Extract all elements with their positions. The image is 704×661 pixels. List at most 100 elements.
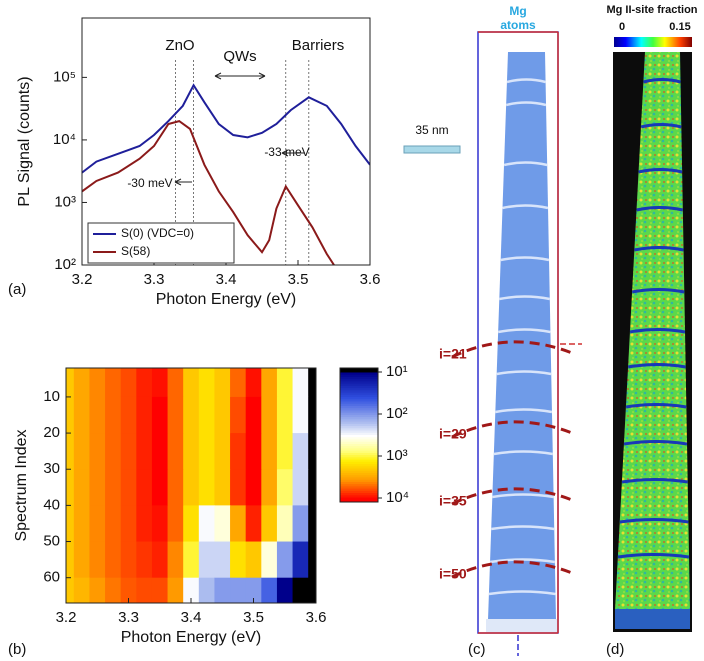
colorbar-step <box>340 435 378 438</box>
legend-label: S(0) (VDC=0) <box>121 226 194 240</box>
heatmap-cell <box>183 577 200 603</box>
colorbar-step <box>340 486 378 490</box>
heatmap-cell <box>73 505 90 543</box>
x-tick-label: 3.3 <box>144 271 165 288</box>
heatmap-cell <box>105 368 122 398</box>
colorbar-step <box>340 397 378 400</box>
heatmap-cell <box>276 396 294 434</box>
layer-band <box>499 295 550 301</box>
heatmap-cell <box>308 469 316 506</box>
heatmap-cell <box>89 469 106 506</box>
colorbar-step <box>340 493 378 496</box>
heatmap-cell <box>151 577 169 603</box>
heatmap-cell <box>261 469 278 506</box>
colorbar-step <box>340 419 378 423</box>
heatmap-cell <box>73 368 90 398</box>
layer-label: i=29 <box>439 426 467 442</box>
scale-bar <box>403 145 461 154</box>
heatmap-cell <box>245 396 262 434</box>
heatmap-cell <box>73 541 90 579</box>
layer-band <box>495 408 553 414</box>
heatmap-cell <box>167 577 184 603</box>
panel-label: (b) <box>8 641 26 658</box>
heatmap-cell <box>66 433 75 470</box>
layer-band <box>638 168 683 174</box>
heatmap-cell <box>120 368 137 398</box>
layer-band <box>505 101 547 107</box>
heatmap-cell <box>89 396 106 434</box>
colorbar <box>614 37 692 47</box>
colorbar-step <box>340 428 378 432</box>
colorbar-step <box>340 417 378 420</box>
heatmap-cell <box>89 577 106 603</box>
colorbar-step <box>340 388 378 391</box>
colorbar-step <box>340 403 378 407</box>
layer-label: i=35 <box>439 493 467 509</box>
heatmap-cell <box>136 368 153 398</box>
heatmap-cell <box>245 541 262 579</box>
colorbar-step <box>340 426 378 429</box>
colorbar-step <box>340 390 378 394</box>
heatmap-cell <box>105 505 122 543</box>
heatmap-cell <box>167 469 184 506</box>
heatmap-cell <box>183 396 200 434</box>
colorbar-tick-label: 0.15 <box>669 21 690 33</box>
panel-label: (c) <box>468 641 486 658</box>
heatmap-cell <box>230 433 247 470</box>
colorbar-step <box>340 499 378 503</box>
colorbar-step <box>340 443 378 447</box>
heatmap-cell <box>245 469 262 506</box>
colorbar-step <box>340 441 378 445</box>
heatmap-cell <box>198 505 215 543</box>
colorbar-step <box>340 468 378 472</box>
layer-band <box>623 440 688 446</box>
heatmap-cell <box>120 577 137 603</box>
heatmap-cell <box>214 469 231 506</box>
arrow <box>174 178 192 186</box>
needle-base <box>615 609 690 629</box>
heatmap-cell <box>292 368 309 398</box>
heatmap-cell <box>308 433 316 470</box>
y-tick-label: 10³ <box>54 193 76 210</box>
heatmap-cell <box>151 368 169 398</box>
layer-band <box>488 590 556 596</box>
heatmap-cell <box>230 469 247 506</box>
heatmap-cell <box>214 433 231 470</box>
heatmap-cell <box>214 541 231 579</box>
heatmap-cell <box>151 433 169 470</box>
heatmap-cell <box>276 433 294 470</box>
heatmap-cell <box>198 469 215 506</box>
colorbar-step <box>340 439 378 443</box>
layer-band <box>629 328 686 334</box>
layer-band <box>496 370 552 376</box>
heatmap-cell <box>230 541 247 579</box>
colorbar-step <box>340 432 378 436</box>
x-tick-label: 3.2 <box>72 271 93 288</box>
heatmap-cell <box>183 433 200 470</box>
annotation: QWs <box>223 48 256 65</box>
heatmap-cell <box>245 368 262 398</box>
colorbar-step <box>340 437 378 440</box>
y-axis-label: PL Signal (counts) <box>16 76 33 206</box>
heatmap-cell <box>198 577 215 603</box>
needle-base <box>486 619 557 632</box>
colorbar-step <box>340 394 378 398</box>
colorbar-step <box>340 461 378 465</box>
layer-band <box>627 363 686 369</box>
y-tick-label: 10² <box>54 256 76 273</box>
heatmap-cell <box>89 433 106 470</box>
series-line <box>82 83 370 174</box>
colorbar-step <box>340 481 378 485</box>
heatmap-cell <box>230 368 247 398</box>
panel-a: 3.2 3.3 3.4 3.5 3.6 10² 10³ 10⁴ 10⁵ Photon Energy… <box>8 17 380 308</box>
heatmap-cell <box>261 368 278 398</box>
heatmap-cell <box>73 433 90 470</box>
heatmap-cell <box>214 577 231 603</box>
heatmap-cell <box>230 396 247 434</box>
layer-band <box>489 558 556 564</box>
colorbar-step <box>340 376 378 380</box>
colorbar-step <box>340 484 378 487</box>
series-line <box>82 120 335 265</box>
layer-band <box>636 206 684 212</box>
heatmap-cell <box>308 368 316 398</box>
